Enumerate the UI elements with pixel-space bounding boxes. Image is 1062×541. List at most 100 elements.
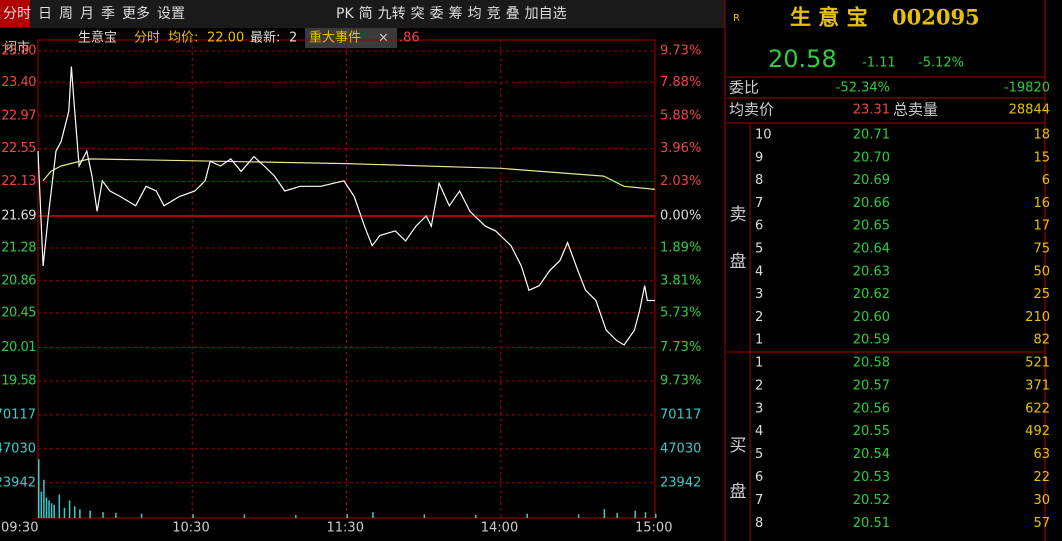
order-volume: 25 <box>1033 287 1050 302</box>
order-price: 20.56 <box>853 401 890 416</box>
close[interactable]: × <box>378 31 389 46</box>
order-volume: 15 <box>1033 150 1050 165</box>
order-price: 20.51 <box>853 516 890 531</box>
level: 1 <box>755 356 763 371</box>
y-tick-label: 20.45 <box>1 305 36 320</box>
volume-bar <box>53 504 55 518</box>
level: 6 <box>755 219 763 234</box>
order-volume: 22 <box>1033 470 1050 485</box>
volume-bar <box>68 500 71 518</box>
y-tick-label: 22.97 <box>1 108 36 123</box>
last-value: 2 <box>289 31 297 46</box>
volume-bar <box>45 497 48 518</box>
volume-tick-label: 23942 <box>660 475 701 490</box>
event[interactable]: 重大事件 <box>309 30 361 46</box>
pct-tick-label: 7.88% <box>660 75 701 90</box>
buy-label: 买 <box>730 436 747 456</box>
volume-tick-label: 23942 <box>0 475 36 490</box>
volume-bar <box>616 512 618 518</box>
toolbar-button[interactable]: 突 <box>411 6 425 22</box>
y-tick-label: 22.55 <box>1 141 36 156</box>
order-price: 20.60 <box>853 310 890 325</box>
avg-ask-label: 均卖价 <box>729 101 774 119</box>
volume-bar <box>40 491 43 518</box>
volume-bar <box>526 513 528 518</box>
level: 5 <box>755 447 763 462</box>
avg-label: 均价: <box>168 31 198 46</box>
toolbar-button[interactable]: 九转 <box>378 6 406 22</box>
volume-bar <box>43 479 45 518</box>
volume-bar <box>475 515 477 518</box>
volume-bar <box>50 503 53 518</box>
toolbar-bg <box>0 0 725 28</box>
volume-bar <box>655 513 657 518</box>
quote-change-pct: -5.12% <box>918 56 964 71</box>
volume-bar <box>243 514 246 518</box>
volume-bar <box>102 512 104 518</box>
volume-bar <box>73 506 76 518</box>
level: 2 <box>755 378 763 393</box>
level: 3 <box>755 401 763 416</box>
toolbar-button[interactable]: 加自选 <box>525 6 567 22</box>
pct-tick-label: 3.81% <box>660 273 701 288</box>
toolbar-tab[interactable]: 分时 <box>3 6 31 22</box>
volume-bar <box>48 500 50 518</box>
stock-name: 生意宝 <box>78 30 117 46</box>
flag: R <box>733 13 740 24</box>
order-price: 20.53 <box>853 470 890 485</box>
level: 7 <box>755 196 763 211</box>
pct-tick-label: 0.00% <box>660 209 701 224</box>
toolbar-button[interactable]: 均 <box>468 6 482 22</box>
toolbar-tab[interactable]: 设置 <box>157 6 185 22</box>
volume-bar <box>38 459 40 518</box>
quote-price: 20.58 <box>768 45 837 73</box>
order-price: 20.62 <box>853 287 890 302</box>
order-price: 20.57 <box>853 378 890 393</box>
toolbar-button[interactable]: PK <box>336 6 354 22</box>
last-tail: .86 <box>399 31 420 46</box>
volume-tick-label: 47030 <box>660 441 701 456</box>
toolbar-button[interactable]: 竞 <box>487 5 501 22</box>
volume-bar <box>644 512 647 518</box>
order-volume: 17 <box>1033 219 1050 234</box>
volume-bar <box>58 494 61 518</box>
toolbar-tab[interactable]: 季 <box>101 6 115 22</box>
order-volume: 492 <box>1025 424 1050 439</box>
price-line <box>37 66 655 346</box>
order-volume: 18 <box>1033 128 1050 143</box>
toolbar-button[interactable]: 叠 <box>506 6 520 22</box>
order-price: 20.70 <box>853 150 890 165</box>
ratio-label: 委比 <box>729 79 759 97</box>
x-tick-label: 10:30 <box>172 521 209 536</box>
order-price: 20.52 <box>853 493 890 508</box>
order-volume: 6 <box>1042 173 1050 188</box>
y-tick-label: 20.01 <box>1 340 36 355</box>
volume-bar <box>634 510 636 518</box>
order-price: 20.58 <box>853 356 890 371</box>
toolbar-button[interactable]: 筹 <box>449 5 463 22</box>
y-tick-label: 20.86 <box>1 273 36 288</box>
volume-bar <box>603 509 606 518</box>
ratio: -52.34% <box>836 81 890 96</box>
pct-tick-label: 3.96% <box>660 141 701 156</box>
order-price: 20.54 <box>853 447 890 462</box>
order-volume: 57 <box>1033 516 1050 531</box>
toolbar-tab[interactable]: 月 <box>80 6 94 22</box>
order-volume: 50 <box>1033 264 1050 279</box>
toolbar-tab[interactable]: 更多 <box>122 5 150 22</box>
level: 4 <box>755 264 763 279</box>
toolbar-button[interactable]: 委 <box>430 6 444 22</box>
level: 1 <box>755 333 763 348</box>
level: 3 <box>755 287 763 302</box>
volume-bar <box>140 513 143 518</box>
volume-bar <box>423 514 426 518</box>
x-tick-label: 15:00 <box>635 521 672 536</box>
avg-ask: 23.31 <box>853 103 890 118</box>
toolbar-tab[interactable]: 周 <box>59 6 73 22</box>
toolbar-button[interactable]: 简 <box>359 5 373 22</box>
order-volume: 30 <box>1033 493 1050 508</box>
level: 10 <box>755 128 772 143</box>
toolbar-tab[interactable]: 日 <box>38 6 52 22</box>
pct-tick-label: 9.73% <box>660 374 701 389</box>
order-price: 20.69 <box>853 173 890 188</box>
